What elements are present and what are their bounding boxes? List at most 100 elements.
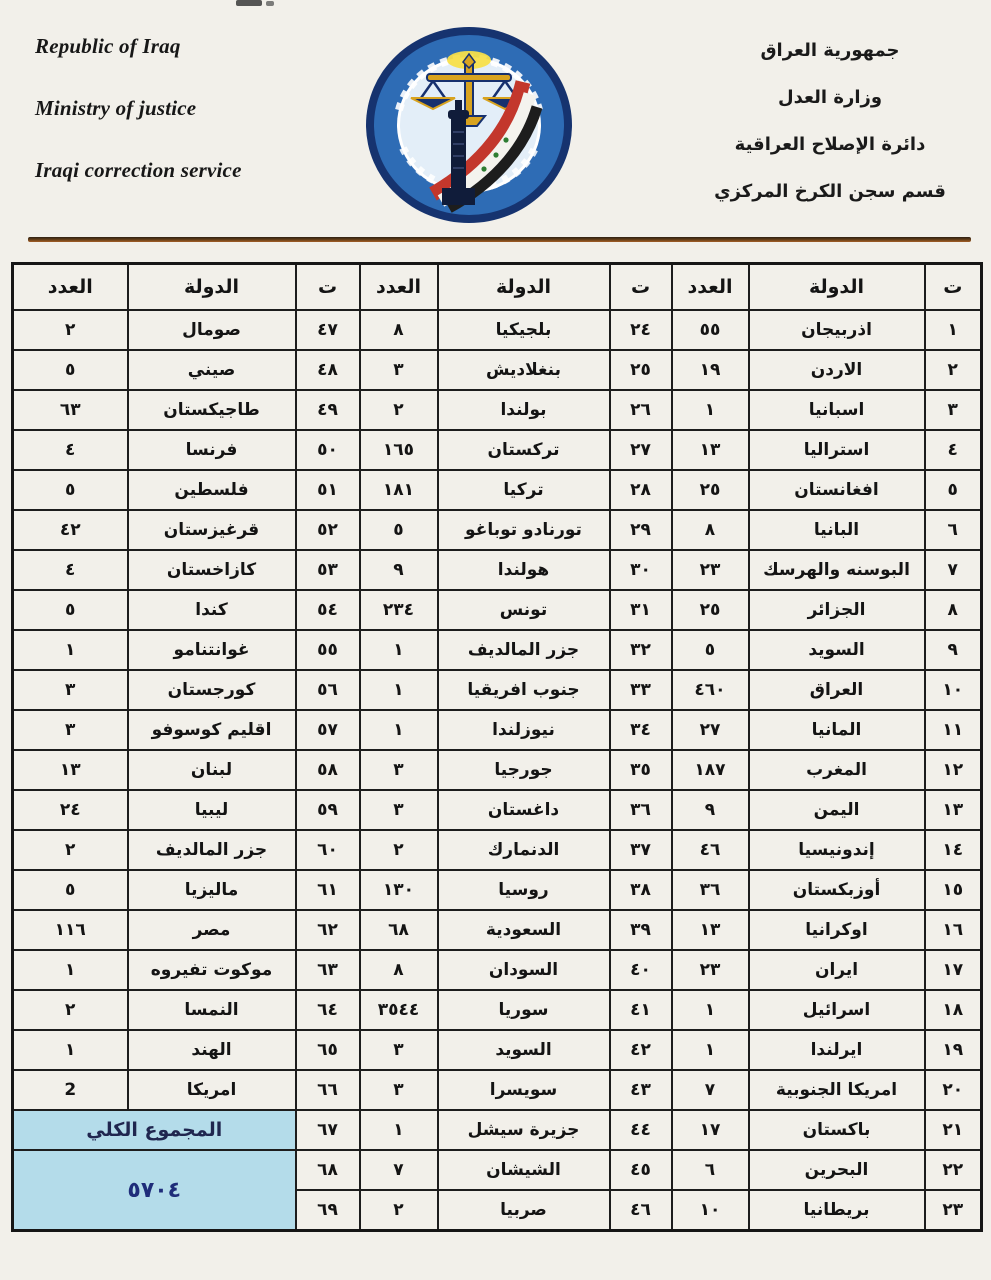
table-row: ١ اذربيجان ٥٥ ٢٤ بلجيكيا ٨ ٤٧ صومال ٢ xyxy=(11,309,983,351)
row-index-cell: ٢٧ xyxy=(608,429,673,471)
column-header-country: الدولة xyxy=(436,262,611,311)
row-index-cell: ٣٥ xyxy=(608,749,673,791)
count-cell: ٢٥ xyxy=(670,469,750,511)
count-cell: ١٣ xyxy=(670,909,750,951)
country-cell: استراليا xyxy=(747,429,926,471)
count-cell: ١٩ xyxy=(670,349,750,391)
count-cell: ١ xyxy=(670,989,750,1031)
country-cell: البانيا xyxy=(747,509,926,551)
row-index-cell: ٣٢ xyxy=(608,629,673,671)
row-index-cell: ١٢ xyxy=(923,749,983,791)
row-index-cell: ٦٧ xyxy=(294,1109,361,1151)
header-divider xyxy=(28,237,971,242)
count-cell: ٨ xyxy=(358,309,439,351)
table-row: ٢٠ امريكا الجنوبية ٧ ٤٣ سويسرا ٣ ٦٦ امريكا 2 xyxy=(11,1069,983,1111)
header-english-line: Ministry of justice xyxy=(35,96,197,120)
row-index-cell: ٣٣ xyxy=(608,669,673,711)
row-index-cell: ٣٩ xyxy=(608,909,673,951)
column-header-index: ت xyxy=(923,262,983,311)
row-index-cell: ٦٣ xyxy=(294,949,361,991)
row-index-cell: ٣٤ xyxy=(608,709,673,751)
count-cell: ٣٥٤٤ xyxy=(358,989,439,1031)
total-label-cell: المجموع الكلي xyxy=(11,1109,297,1151)
count-cell: ١٦٥ xyxy=(358,429,439,471)
table-row: ٧ البوسنه والهرسك ٢٣ ٣٠ هولندا ٩ ٥٣ كازاخستان ٤ xyxy=(11,549,983,591)
table-row: ٥ افغانستان ٢٥ ٢٨ تركيا ١٨١ ٥١ فلسطين ٥ xyxy=(11,469,983,511)
country-cell: روسيا xyxy=(436,869,611,911)
count-cell: ١ xyxy=(11,949,129,991)
count-cell: ١ xyxy=(358,709,439,751)
count-cell: ٩ xyxy=(358,549,439,591)
count-cell: ٤ xyxy=(11,549,129,591)
country-cell: السودان xyxy=(436,949,611,991)
column-header-index: ت xyxy=(294,262,361,311)
count-cell: ٥ xyxy=(11,869,129,911)
count-cell: ٣ xyxy=(358,749,439,791)
count-cell: ٢ xyxy=(358,389,439,431)
count-cell: ١٣٠ xyxy=(358,869,439,911)
row-index-cell: ٥٩ xyxy=(294,789,361,831)
count-cell: ٢ xyxy=(11,989,129,1031)
row-index-cell: ١٩ xyxy=(923,1029,983,1071)
country-cell: داغستان xyxy=(436,789,611,831)
row-index-cell: ٤٨ xyxy=(294,349,361,391)
count-cell: ١٣ xyxy=(11,749,129,791)
count-cell: ٣ xyxy=(358,1029,439,1071)
country-cell: فرنسا xyxy=(126,429,297,471)
table-row: ٢١ باكستان ١٧ ٤٤ جزيرة سيشل ١ ٦٧ المجموع الكلي xyxy=(11,1109,983,1151)
country-cell: اقليم كوسوفو xyxy=(126,709,297,751)
table-row: ١٩ ايرلندا ١ ٤٢ السويد ٣ ٦٥ الهند ١ xyxy=(11,1029,983,1071)
row-index-cell: ٤٦ xyxy=(608,1189,673,1232)
table-row: ١٨ اسرائيل ١ ٤١ سوريا ٣٥٤٤ ٦٤ النمسا ٢ xyxy=(11,989,983,1031)
column-header-country: الدولة xyxy=(126,262,297,311)
country-cell: اسبانيا xyxy=(747,389,926,431)
count-cell: ٩ xyxy=(670,789,750,831)
count-cell: ١٧ xyxy=(670,1109,750,1151)
count-cell: ٢٣ xyxy=(670,549,750,591)
country-cell: تورنادو توباغو xyxy=(436,509,611,551)
count-cell: ١ xyxy=(11,629,129,671)
country-cell: ماليزيا xyxy=(126,869,297,911)
country-cell: السويد xyxy=(436,1029,611,1071)
count-cell: ٦٣ xyxy=(11,389,129,431)
country-cell: ايرلندا xyxy=(747,1029,926,1071)
country-cell: النمسا xyxy=(126,989,297,1031)
count-cell: ٧ xyxy=(670,1069,750,1111)
count-cell: ٢ xyxy=(358,829,439,871)
country-cell: تركستان xyxy=(436,429,611,471)
country-cell: سوريا xyxy=(436,989,611,1031)
row-index-cell: ٥١ xyxy=(294,469,361,511)
table-row: ١٣ اليمن ٩ ٣٦ داغستان ٣ ٥٩ ليبيا ٢٤ xyxy=(11,789,983,831)
seal-logo-graphic xyxy=(366,27,572,223)
country-cell: تركيا xyxy=(436,469,611,511)
count-cell: ٢٤ xyxy=(11,789,129,831)
row-index-cell: ٢٩ xyxy=(608,509,673,551)
header-arabic-line: وزارة العدل xyxy=(777,87,883,108)
header-arabic-line: قسم سجن الكرخ المركزي xyxy=(714,181,946,202)
table-row: ١٥ أوزبكستان ٣٦ ٣٨ روسيا ١٣٠ ٦١ ماليزيا ٥ xyxy=(11,869,983,911)
country-cell: صيني xyxy=(126,349,297,391)
country-cell: كورجستان xyxy=(126,669,297,711)
country-cell: جنوب افريقيا xyxy=(436,669,611,711)
row-index-cell: ١٣ xyxy=(923,789,983,831)
country-cell: الاردن xyxy=(747,349,926,391)
column-header-count: العدد xyxy=(358,262,439,311)
count-cell: ٤ xyxy=(11,429,129,471)
table-row: ١٢ المغرب ١٨٧ ٣٥ جورجيا ٣ ٥٨ لبنان ١٣ xyxy=(11,749,983,791)
count-cell: ٨ xyxy=(670,509,750,551)
count-cell: ٣٦ xyxy=(670,869,750,911)
count-cell: 2 xyxy=(11,1069,129,1111)
country-cell: البوسنه والهرسك xyxy=(747,549,926,591)
country-cell: نيوزلندا xyxy=(436,709,611,751)
table-row: ١٧ ايران ٢٣ ٤٠ السودان ٨ ٦٣ موكوت تفيروه ١ xyxy=(11,949,983,991)
column-header-country: الدولة xyxy=(747,262,926,311)
count-cell: ٦٨ xyxy=(358,909,439,951)
row-index-cell: ٣٦ xyxy=(608,789,673,831)
row-index-cell: ٢٨ xyxy=(608,469,673,511)
country-cell: السويد xyxy=(747,629,926,671)
count-cell: ١٠ xyxy=(670,1189,750,1232)
count-cell: ٤٢ xyxy=(11,509,129,551)
scan-artifact xyxy=(236,0,262,6)
row-index-cell: ١٥ xyxy=(923,869,983,911)
count-cell: ٥ xyxy=(11,469,129,511)
